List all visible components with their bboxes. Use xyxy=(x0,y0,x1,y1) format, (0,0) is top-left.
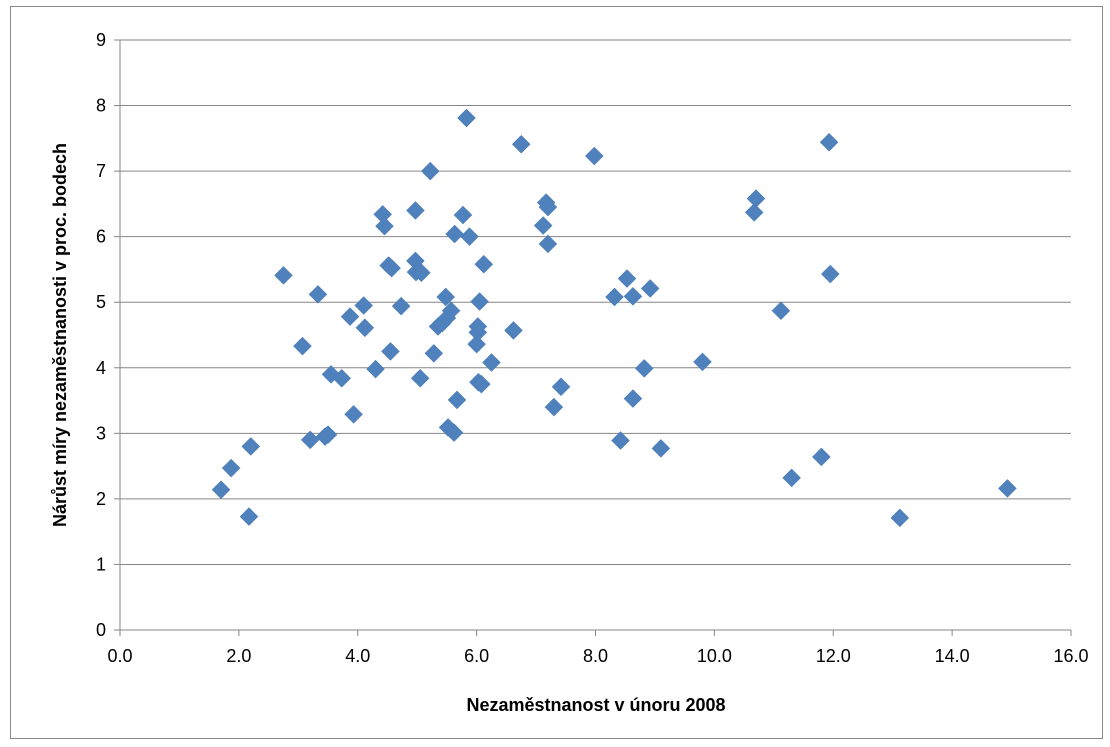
x-tick-label: 12.0 xyxy=(816,646,851,666)
y-tick-label: 8 xyxy=(96,96,106,116)
data-point xyxy=(382,258,401,278)
data-point xyxy=(274,265,293,285)
data-point xyxy=(746,189,766,208)
data-point xyxy=(467,334,486,354)
data-point xyxy=(457,108,476,128)
data-point xyxy=(239,507,259,526)
data-point xyxy=(482,353,501,372)
data-point xyxy=(504,321,523,340)
data-point xyxy=(420,161,440,181)
data-point xyxy=(411,263,431,283)
x-tick-label: 8.0 xyxy=(583,646,608,666)
data-point xyxy=(623,389,643,408)
data-point xyxy=(375,216,394,236)
data-point xyxy=(444,423,464,443)
data-point xyxy=(511,134,531,154)
data-point xyxy=(640,279,660,298)
data-point xyxy=(391,296,411,316)
data-point xyxy=(812,447,831,467)
y-tick-label: 4 xyxy=(96,358,106,378)
data-points xyxy=(211,108,1017,528)
data-point xyxy=(819,132,839,152)
data-point xyxy=(611,431,630,450)
x-tick-label: 6.0 xyxy=(464,646,489,666)
data-point xyxy=(344,404,363,424)
y-tick-label: 9 xyxy=(96,30,106,50)
data-point xyxy=(551,377,571,397)
data-point xyxy=(453,205,473,225)
x-axis-title: Nezaměstnanost v únoru 2008 xyxy=(466,695,725,715)
data-point xyxy=(623,286,643,306)
data-point xyxy=(381,342,400,361)
data-point xyxy=(584,146,604,166)
y-tick-label: 2 xyxy=(96,489,106,509)
data-point xyxy=(651,439,671,458)
data-point xyxy=(366,359,385,379)
x-tick-label: 16.0 xyxy=(1053,646,1088,666)
y-tick-label: 0 xyxy=(96,620,106,640)
x-tick-label: 2.0 xyxy=(226,646,251,666)
x-tick-label: 4.0 xyxy=(345,646,370,666)
y-axis-title: Nárůst míry nezaměstnanosti v proc. bode… xyxy=(50,143,70,527)
grid-lines xyxy=(120,39,1071,565)
data-point xyxy=(354,296,374,315)
data-point xyxy=(241,437,261,456)
x-tick-label: 0.0 xyxy=(107,646,132,666)
data-point xyxy=(744,203,764,222)
data-point xyxy=(771,301,791,321)
x-tick-label: 10.0 xyxy=(697,646,732,666)
data-point xyxy=(460,227,479,247)
data-point xyxy=(617,269,637,288)
data-point xyxy=(355,318,375,338)
data-point xyxy=(445,224,464,244)
data-point xyxy=(538,197,558,217)
y-tick-label: 5 xyxy=(96,292,106,312)
data-point xyxy=(468,317,488,336)
data-point xyxy=(332,368,352,388)
y-tick-label: 3 xyxy=(96,423,106,443)
data-point xyxy=(447,390,467,410)
y-tick-label: 7 xyxy=(96,161,106,181)
data-point xyxy=(782,468,801,488)
data-point xyxy=(410,368,430,388)
data-point xyxy=(436,287,456,307)
data-point xyxy=(293,336,312,356)
data-point xyxy=(221,458,241,478)
data-point xyxy=(318,425,338,444)
data-point xyxy=(605,287,624,307)
data-point xyxy=(474,254,494,274)
data-point xyxy=(634,359,654,378)
data-point xyxy=(406,201,425,220)
data-point xyxy=(693,352,712,372)
data-point xyxy=(538,234,558,254)
data-point xyxy=(533,216,553,235)
x-tick-label: 14.0 xyxy=(935,646,970,666)
data-point xyxy=(308,285,328,304)
data-point xyxy=(470,292,489,311)
y-tick-label: 1 xyxy=(96,554,106,574)
chart-frame xyxy=(10,6,1103,739)
data-point xyxy=(544,397,564,417)
y-tick-label: 6 xyxy=(96,227,106,247)
data-point xyxy=(820,264,840,284)
data-point xyxy=(472,374,491,394)
data-point xyxy=(998,479,1017,498)
data-point xyxy=(211,480,231,500)
data-point xyxy=(890,508,910,528)
data-point xyxy=(424,344,444,363)
data-point xyxy=(340,307,360,326)
data-point xyxy=(441,301,461,321)
x-axis-ticks: 0.0 2.0 4.0 6.0 8.0 10.0 12.0 14.0 16.0 xyxy=(107,630,1089,666)
y-axis-ticks: 0 1 2 3 4 5 6 7 8 9 xyxy=(96,30,120,640)
